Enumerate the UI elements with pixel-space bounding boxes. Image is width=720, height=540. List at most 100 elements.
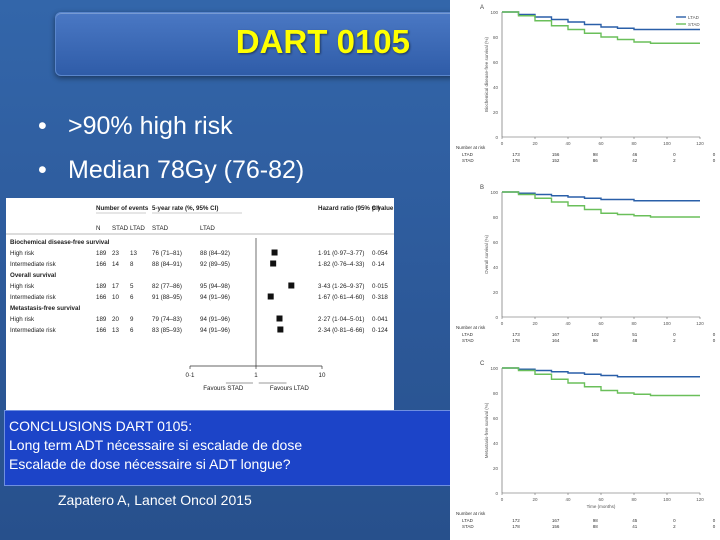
forest-section-title: Metastasis-free survival — [10, 305, 80, 312]
forest-favours-stad: Favours STAD — [203, 385, 244, 392]
km-panel-letter: A — [480, 5, 484, 11]
km-risk-value: 0 — [713, 338, 716, 343]
km-x-tick-label: 120 — [696, 321, 704, 326]
forest-row-n: 189 — [96, 283, 107, 290]
km-series-ltad — [502, 191, 700, 202]
forest-row-rate-ltad: 92 (89–95) — [200, 261, 230, 268]
forest-row-label: High risk — [10, 283, 35, 290]
km-y-tick-label: 0 — [495, 491, 498, 496]
km-risk-value: 156 — [552, 524, 560, 529]
forest-hr-marker — [267, 293, 274, 300]
forest-row-ltad: 5 — [130, 283, 134, 290]
forest-hr-marker — [277, 326, 284, 333]
forest-hr-marker — [271, 249, 278, 256]
forest-header-rate: 5-year rate (%, 95% CI) — [152, 205, 218, 212]
forest-section-title: Overall survival — [10, 272, 56, 279]
km-risk-title: Number at risk — [456, 325, 486, 330]
forest-row-rate-ltad: 94 (91–96) — [200, 294, 230, 301]
km-x-tick-label: 100 — [663, 497, 671, 502]
km-x-tick-label: 80 — [631, 141, 637, 146]
km-risk-value: 0 — [673, 518, 676, 523]
km-risk-value: 102 — [591, 332, 599, 337]
km-risk-value: 178 — [512, 158, 520, 163]
km-risk-value: 167 — [552, 518, 560, 523]
forest-row-p: 0·054 — [372, 250, 388, 257]
km-risk-value: 96 — [593, 338, 599, 343]
km-risk-value: 2 — [673, 524, 676, 529]
km-x-tick-label: 0 — [501, 141, 504, 146]
km-x-tick-label: 80 — [631, 321, 637, 326]
conclusion-box: CONCLUSIONS DART 0105: Long term ADT néc… — [4, 410, 468, 486]
km-x-tick-label: 20 — [532, 141, 538, 146]
km-series-stad — [502, 367, 700, 397]
forest-row-rate-stad: 88 (84–91) — [152, 261, 182, 268]
km-risk-value: 41 — [632, 524, 638, 529]
forest-row-hr: 2·27 (1·04–5·01) — [318, 316, 364, 323]
forest-row-stad: 20 — [112, 316, 119, 323]
km-panel-letter: C — [480, 361, 485, 367]
forest-row-hr: 3·43 (1·26–9·37) — [318, 283, 364, 290]
forest-row-rate-stad: 83 (85–93) — [152, 327, 182, 334]
forest-row-hr: 1·67 (0·61–4·60) — [318, 294, 364, 301]
forest-row-label: Intermediate risk — [10, 327, 57, 334]
km-risk-label: STAD — [462, 338, 474, 343]
km-risk-value: 152 — [552, 158, 560, 163]
km-y-tick-label: 0 — [495, 315, 498, 320]
km-y-tick-label: 80 — [493, 391, 499, 396]
km-y-tick-label: 20 — [493, 466, 499, 471]
forest-plot: Number of events 5-year rate (%, 95% CI) H… — [6, 198, 394, 410]
forest-header-events: Number of events — [96, 205, 149, 212]
km-y-tick-label: 60 — [493, 60, 499, 65]
km-y-tick-label: 0 — [495, 135, 498, 140]
forest-row-stad: 13 — [112, 327, 119, 334]
km-legend-label: LTAD — [688, 15, 700, 20]
km-risk-value: 45 — [632, 518, 638, 523]
forest-row-ltad: 13 — [130, 250, 137, 257]
km-risk-value: 167 — [552, 332, 560, 337]
km-risk-value: 156 — [552, 152, 560, 157]
bullet-item: >90% high risk — [38, 104, 438, 148]
forest-row-p: 0·124 — [372, 327, 388, 334]
km-risk-label: LTAD — [462, 332, 474, 337]
forest-row-rate-stad: 91 (88–95) — [152, 294, 182, 301]
km-risk-label: LTAD — [462, 152, 474, 157]
forest-hr-marker — [276, 315, 283, 322]
km-risk-value: 172 — [512, 518, 520, 523]
forest-row-hr: 2·34 (0·81–6·66) — [318, 327, 364, 334]
forest-row-rate-ltad: 94 (91–96) — [200, 327, 230, 334]
km-y-tick-label: 20 — [493, 290, 499, 295]
km-x-tick-label: 60 — [598, 141, 604, 146]
km-risk-value: 46 — [632, 152, 638, 157]
km-x-tick-label: 0 — [501, 497, 504, 502]
forest-row-rate-stad: 76 (71–81) — [152, 250, 182, 257]
forest-row-stad: 10 — [112, 294, 119, 301]
forest-row-rate-ltad: 88 (84–92) — [200, 250, 230, 257]
km-x-tick-label: 40 — [565, 497, 571, 502]
km-risk-value: 173 — [512, 152, 520, 157]
forest-row-ltad: 8 — [130, 261, 134, 268]
forest-row-hr: 1·82 (0·76–4·33) — [318, 261, 364, 268]
km-risk-value: 0 — [713, 524, 716, 529]
km-risk-label: STAD — [462, 158, 474, 163]
km-series-ltad — [502, 11, 700, 31]
forest-row-stad: 14 — [112, 261, 119, 268]
forest-favours-ltad: Favours LTAD — [270, 385, 309, 392]
km-risk-value: 164 — [552, 338, 560, 343]
km-y-tick-label: 60 — [493, 240, 499, 245]
forest-row-p: 0·041 — [372, 316, 388, 323]
km-risk-value: 0 — [713, 158, 716, 163]
km-y-tick-label: 60 — [493, 416, 499, 421]
forest-hr-marker — [288, 282, 295, 289]
reference-citation: Zapatero A, Lancet Oncol 2015 — [58, 492, 252, 508]
forest-row-ltad: 6 — [130, 327, 134, 334]
forest-row-p: 0·14 — [372, 261, 385, 268]
forest-row-label: Intermediate risk — [10, 294, 57, 301]
km-risk-label: STAD — [462, 524, 474, 529]
km-y-tick-label: 40 — [493, 265, 499, 270]
forest-row-p: 0·015 — [372, 283, 388, 290]
forest-row-label: High risk — [10, 316, 35, 323]
forest-hr-marker — [270, 260, 277, 267]
forest-row-n: 166 — [96, 261, 107, 268]
slide-title: DART 0105 — [235, 23, 410, 60]
